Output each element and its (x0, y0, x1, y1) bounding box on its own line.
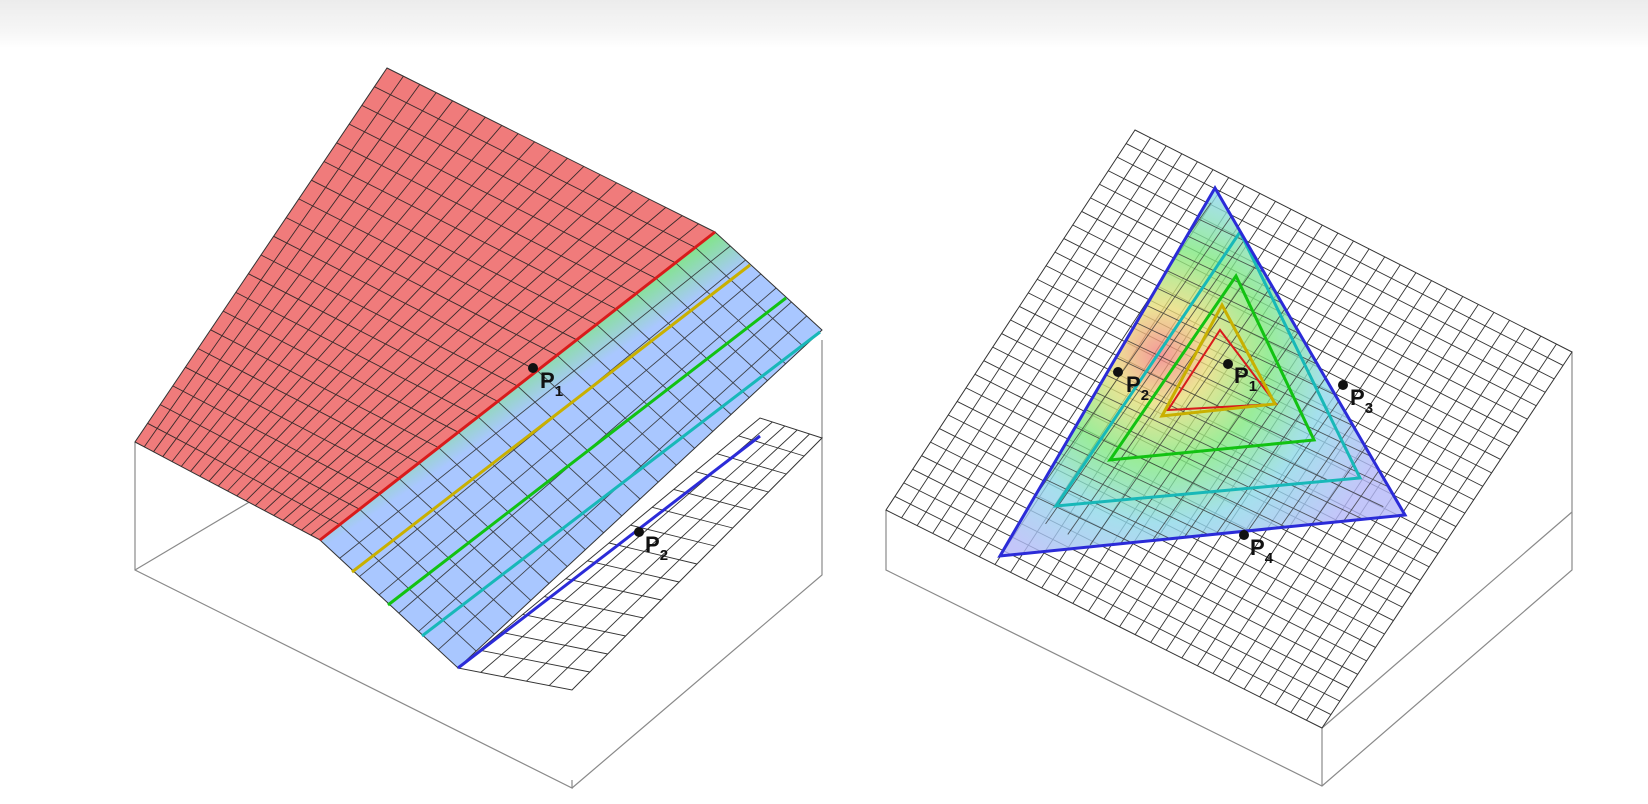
left-slope-grid-line (675, 262, 786, 365)
right-base-grid-line (894, 496, 1332, 715)
left-floor-grid-line (608, 542, 698, 565)
left-top-grid-line (210, 329, 439, 448)
left-top-grid-line (147, 422, 340, 525)
left-floor-grid-line (544, 596, 644, 619)
left-slope-grid-line (576, 339, 695, 449)
left-slope-grid-line (438, 447, 568, 567)
right-pyramid-grid-line (1267, 329, 1405, 556)
right-base-grid-line (1081, 211, 1519, 433)
left-slope-grid-line (556, 354, 677, 466)
right-point-p4-label: P4 (1250, 535, 1274, 567)
left-slope-grid-line (359, 508, 495, 635)
right-base-grid-line (1108, 170, 1546, 393)
right-point-p2-marker (1113, 367, 1123, 377)
right-point-p1-label: P1 (1234, 363, 1257, 395)
top-bar (0, 0, 1648, 48)
left-slope-grid-line (339, 245, 731, 559)
left-top-grid-line (273, 235, 538, 372)
left-level-line-yellow (351, 263, 751, 574)
left-top-grid-line (336, 142, 637, 295)
right-plot: P1 P2 P3 P4 (885, 129, 1573, 787)
left-floor-grid-line (479, 649, 590, 673)
left-top-grid-line (197, 348, 419, 464)
left-floor-grid-line (503, 425, 786, 678)
left-point-p1-marker (528, 363, 538, 373)
right-base-grid-line (921, 455, 1358, 675)
left-slope-grid-line (418, 462, 550, 584)
left-floor-grid-line (565, 578, 662, 601)
right-contour-red (1166, 328, 1278, 412)
left-top-grid-line (172, 385, 380, 495)
left-top-grid-line (260, 254, 518, 387)
right-base-grid-line (903, 482, 1341, 702)
left-level-line-red (319, 230, 716, 542)
left-slope-grid-line (635, 293, 750, 398)
right-contour-green (1106, 273, 1317, 462)
right-base-grid-line (1090, 197, 1528, 420)
right-base-grid-line (1125, 143, 1564, 366)
left-slope-grid-line (378, 493, 513, 618)
left-plot: P1 P2 (134, 67, 823, 789)
left-slope-grid-line (615, 308, 732, 415)
left-floor-grid-line (716, 453, 787, 475)
left-top-grid-line (323, 161, 617, 310)
left-top-grid-line (248, 273, 498, 402)
left-slope-grid-line (694, 247, 805, 348)
left-slope-grid-line (596, 324, 714, 432)
left-slope-grid-line (457, 431, 586, 551)
left-point-p2-label: P2 (645, 532, 668, 564)
left-slope-grid-line (398, 478, 532, 601)
left-floor-grid-line (548, 433, 810, 686)
left-top-grid (143, 75, 699, 536)
left-top-grid-line (361, 104, 676, 264)
right-pyramid-surface (1000, 188, 1405, 556)
left-floor-grid-line (501, 631, 608, 655)
right-contours (997, 185, 1408, 558)
left-top-grid-line (298, 198, 577, 341)
left-slope-grid-line (497, 401, 623, 517)
left-top-grid-line (222, 310, 459, 433)
right-point-p3-marker (1338, 380, 1348, 390)
left-slope-grid-line (536, 370, 659, 483)
left-slope-grid-line (517, 385, 641, 500)
left-level-line-green (387, 296, 787, 607)
left-floor-grid-line (522, 613, 626, 637)
left-top-grid-line (374, 86, 696, 248)
left-top-grid-line (159, 404, 360, 510)
right-pyramid-grid-line (1000, 416, 1314, 556)
left-floor-grid-line (526, 429, 798, 682)
right-pyramid-grid-line (1000, 399, 1326, 556)
left-floor-grid-line (652, 506, 733, 529)
right-base-grid-line (1099, 183, 1537, 407)
left-level-line-cyan (421, 330, 821, 638)
right-base-grid-line (930, 441, 1367, 662)
left-top-grid-line (285, 217, 558, 356)
left-top-grid-line (311, 179, 597, 325)
left-slope-grid-line (655, 277, 768, 382)
right-point-p3-label: P3 (1350, 385, 1373, 417)
left-floor-grid-line (587, 560, 680, 583)
right-point-p4-marker (1239, 530, 1249, 540)
right-contour-yellow (1159, 301, 1278, 418)
left-floor-grid-line (738, 435, 805, 457)
left-slope-grid-line (378, 273, 762, 596)
left-top-grid-line (235, 291, 479, 418)
left-slope-grid-line (418, 301, 792, 632)
left-point-p2-marker (634, 527, 644, 537)
right-point-p2-label: P2 (1126, 372, 1149, 404)
left-point-p1-label: P1 (540, 368, 563, 400)
right-point-p1-marker (1223, 359, 1233, 369)
right-base-grid-line (1117, 156, 1555, 380)
left-floor-grid-line (630, 524, 715, 547)
right-pyramid-grid-line (1245, 318, 1405, 556)
right-base-grid-line (912, 468, 1349, 689)
right-contour-cyan (1052, 229, 1363, 508)
left-top-grid-line (185, 366, 400, 479)
left-top-grid-line (348, 123, 656, 279)
right-pyramid-grid-line (1000, 432, 1302, 556)
right-contour-blue (997, 185, 1408, 558)
left-level-line-blue (457, 434, 761, 670)
